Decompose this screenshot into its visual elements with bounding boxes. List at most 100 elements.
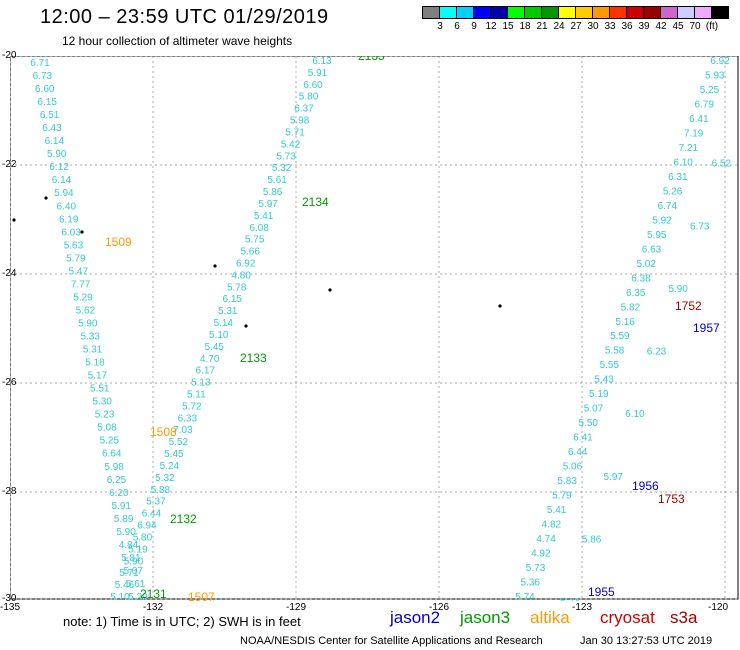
wave-height-label: 4.70 — [200, 354, 220, 365]
color-swatch — [507, 6, 525, 19]
wave-height-label: 6.19 — [59, 214, 79, 225]
wave-height-label: 5.47 — [69, 266, 89, 277]
y-axis-label: -20 — [2, 50, 17, 61]
y-axis-label: -22 — [2, 159, 17, 170]
wave-height-label: 5.31 — [83, 345, 103, 356]
wave-height-label: 5.91 — [308, 68, 328, 79]
wave-height-label: 6.41 — [689, 114, 709, 125]
wave-height-label: 5.13 — [191, 378, 211, 389]
wave-height-label: 5.75 — [245, 235, 265, 246]
wave-height-label: 5.33 — [80, 332, 100, 343]
wave-height-label: 5.97 — [604, 472, 624, 483]
x-axis-label: -120 — [708, 602, 729, 613]
y-axis-label: -26 — [2, 377, 17, 388]
wave-height-label: 6.73 — [690, 221, 710, 232]
color-swatch — [541, 6, 559, 19]
legend-altika: altika — [530, 608, 570, 627]
wave-height-label: 5.97 — [258, 199, 278, 210]
wave-height-label: 5.93 — [705, 70, 725, 81]
wave-height-label: 5.11 — [187, 390, 206, 401]
color-swatch — [711, 6, 729, 19]
island-marker — [44, 196, 48, 200]
wave-height-label: 6.35 — [626, 288, 646, 299]
wave-height-label: 5.06 — [563, 462, 583, 473]
wave-height-label: 6.94 — [137, 521, 157, 532]
color-swatch — [609, 6, 627, 19]
wave-height-map: 6.71 6.73 6.60 6.15 6.51 6.43 6.14 5.90 6.12 6.14… — [10, 56, 739, 601]
color-scale-label: (ft) — [705, 21, 719, 32]
wave-height-label: 5.90 — [78, 318, 98, 329]
island-marker — [12, 218, 16, 222]
wave-height-label: 6.20 — [109, 488, 129, 499]
wave-height-label: 5.98 — [290, 116, 310, 127]
y-axis-label: -30 — [2, 593, 17, 604]
wave-height-label: 5.74 — [515, 592, 535, 601]
wave-height-label: 4.82 — [542, 520, 562, 531]
color-swatch — [473, 6, 491, 19]
wave-height-label: 6.14 — [52, 175, 72, 186]
wave-height-label: 7.03 — [173, 425, 193, 436]
pass-time-label: 1753 — [658, 492, 685, 506]
wave-height-label: 5.02 — [636, 259, 656, 270]
wave-height-label: 5.71 — [285, 127, 305, 138]
wave-height-label: 5.82 — [621, 302, 641, 313]
wave-height-label: 5.98 — [104, 462, 124, 473]
wave-height-label: 5.26 — [663, 186, 683, 197]
color-scale-label: 45 — [672, 21, 684, 32]
color-scale-bar — [422, 6, 729, 19]
wave-height-label: 6.14 — [45, 136, 65, 147]
wave-height-label: 6.31 — [668, 172, 688, 183]
wave-height-label: 6.12 — [49, 162, 69, 173]
map-title: 12:00 – 23:59 UTC 01/29/2019 — [40, 6, 329, 28]
wave-height-label: 5.43 — [594, 375, 614, 386]
wave-height-label: 6.60 — [303, 80, 323, 91]
wave-height-label: 5.32 — [155, 473, 175, 484]
wave-height-label: 5.91 — [112, 501, 132, 512]
map-frame — [10, 56, 739, 600]
wave-height-label: 5.62 — [76, 305, 96, 316]
wave-height-label: 5.61 — [267, 175, 287, 186]
island-marker — [213, 264, 217, 268]
wave-height-label: 5.46 — [115, 580, 135, 591]
pass-time-label: 1509 — [105, 235, 132, 249]
wave-height-label: 4.74 — [536, 534, 556, 545]
color-swatch — [592, 6, 610, 19]
island-marker — [328, 288, 332, 292]
wave-height-label: 6.92 — [710, 56, 730, 67]
footnote: note: 1) Time is in UTC; 2) SWH is in fe… — [63, 614, 301, 629]
color-scale-label: 3 — [437, 21, 443, 32]
wave-height-label: 6.64 — [102, 449, 122, 460]
wave-height-label: 5.90 — [116, 527, 136, 538]
x-axis-label: -132 — [143, 602, 164, 613]
color-scale-label: 9 — [471, 21, 477, 32]
y-axis-label: -28 — [2, 486, 17, 497]
wave-height-label: 5.16 — [615, 317, 635, 328]
wave-height-label: 5.36 — [521, 578, 541, 589]
wave-height-label: 5.88 — [151, 485, 171, 496]
color-scale-label: 18 — [519, 21, 531, 32]
pass-time-label: 1508 — [150, 425, 177, 439]
color-scale-label: 6 — [454, 21, 460, 32]
wave-height-label: 6.23 — [647, 347, 667, 358]
pass-time-label: 1957 — [693, 321, 720, 335]
wave-height-label: 5.66 — [240, 247, 260, 258]
wave-height-label: 5.19 — [589, 389, 609, 400]
island-marker — [498, 304, 502, 308]
color-scale-label: 42 — [655, 21, 667, 32]
color-swatch — [524, 6, 542, 19]
wave-height-label: 5.41 — [254, 211, 274, 222]
generated-timestamp: Jan 30 13:27:53 UTC 2019 — [580, 635, 713, 647]
wave-height-label: 6.41 — [573, 433, 593, 444]
wave-height-label: 5.73 — [526, 563, 546, 574]
wave-height-label: 7.77 — [71, 279, 91, 290]
wave-height-label: 6.15 — [222, 294, 242, 305]
pass-time-label: 2134 — [302, 195, 329, 209]
pass-time-label: 1507 — [188, 590, 215, 601]
map-subtitle: 12 hour collection of altimeter wave hei… — [62, 34, 293, 48]
wave-height-label: 5.45 — [164, 449, 184, 460]
color-scale-label: 36 — [621, 21, 633, 32]
wave-height-label: 5.80 — [299, 92, 319, 103]
color-swatch — [677, 6, 695, 19]
color-swatch — [439, 6, 457, 19]
pass-time-label: 2135 — [358, 56, 385, 63]
